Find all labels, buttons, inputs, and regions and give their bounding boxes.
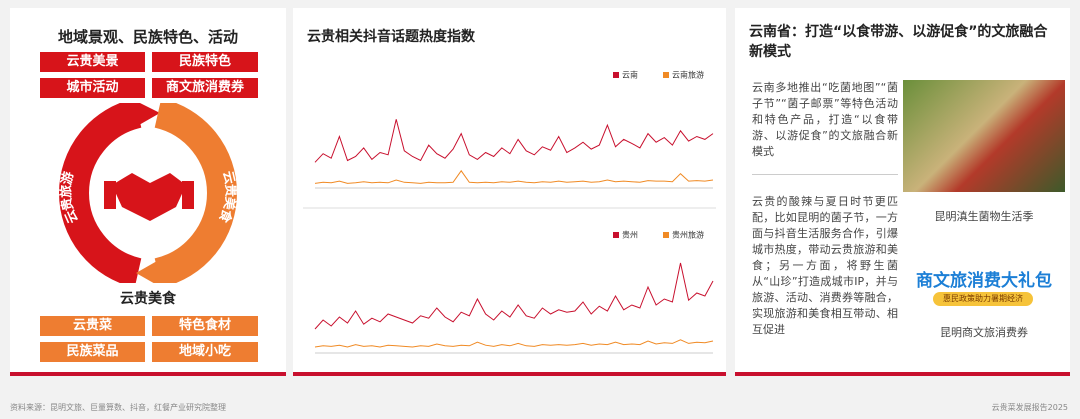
panel-title: 云南省：打造“以食带游、以游促食”的文旅融合新模式 (749, 24, 1048, 60)
handshake-icon (104, 173, 194, 221)
middle-panel: 云贵相关抖音话题热度指数 云南 云南旅游贵州 贵州旅游 (293, 8, 726, 376)
legend-swatch (663, 72, 669, 78)
paragraph: 云贵的酸辣与夏日时节更匹配，比如昆明的菌子节，一方面与抖音生活服务合作，引爆城市… (752, 195, 898, 336)
divider (752, 174, 898, 175)
panel-title: 地域景观、民族特色、活动 (57, 28, 238, 46)
tag: 商文旅消费券 (152, 78, 258, 98)
tag: 民族特色 (152, 52, 258, 72)
tag: 地域小吃 (152, 342, 258, 362)
line-series (314, 339, 714, 348)
cycle-arc (154, 103, 237, 283)
cycle-arc (59, 103, 142, 283)
legend-label: 云南旅游 (672, 70, 704, 80)
cycle: 云贵旅游 云贵美食 (58, 103, 239, 283)
panel-title: 云贵相关抖音话题热度指数 (307, 29, 475, 45)
line-series (314, 169, 714, 184)
tag: 民族菜品 (40, 342, 145, 362)
legend-swatch (663, 232, 669, 238)
photo (903, 80, 1065, 192)
caption: 昆明滇生菌物生活季 (934, 210, 1034, 223)
paragraph: 云南多地推出“吃菌地图”“菌子节”“菌子邮票”等特色活动和特色产品，打造“以食带… (752, 81, 898, 158)
legend-swatch (613, 232, 619, 238)
legend-label: 贵州 (622, 230, 638, 240)
arrow (132, 103, 160, 129)
source: 资料来源：昆明文旅、巨量算数、抖音，红餐产业研究院整理 (10, 403, 226, 412)
report-name: 云贵菜发展报告2025 (991, 403, 1068, 412)
legend-label: 云南 (622, 70, 638, 80)
legend-swatch (613, 72, 619, 78)
tag: 特色食材 (152, 316, 258, 336)
banner-title: 商文旅消费大礼包 (916, 271, 1052, 291)
left-panel: 地域景观、民族特色、活动 云贵美景 民族特色 城市活动 商文旅消费券 云贵旅游 … (10, 8, 286, 376)
line-series (314, 119, 714, 163)
legend-label: 贵州旅游 (672, 230, 704, 240)
tag: 云贵菜 (40, 316, 145, 336)
tag: 城市活动 (40, 78, 145, 98)
tag: 云贵美景 (40, 52, 145, 72)
caption: 昆明商文旅消费券 (940, 326, 1028, 339)
section-title: 云贵美食 (120, 291, 176, 307)
line-series (314, 262, 714, 330)
banner-subtitle: 惠民政策助力暑期经济 (933, 292, 1033, 306)
arrow (136, 257, 164, 283)
right-panel: 云南省：打造“以食带游、以游促食”的文旅融合新模式 云南多地推出“吃菌地图”“菌… (735, 8, 1070, 376)
